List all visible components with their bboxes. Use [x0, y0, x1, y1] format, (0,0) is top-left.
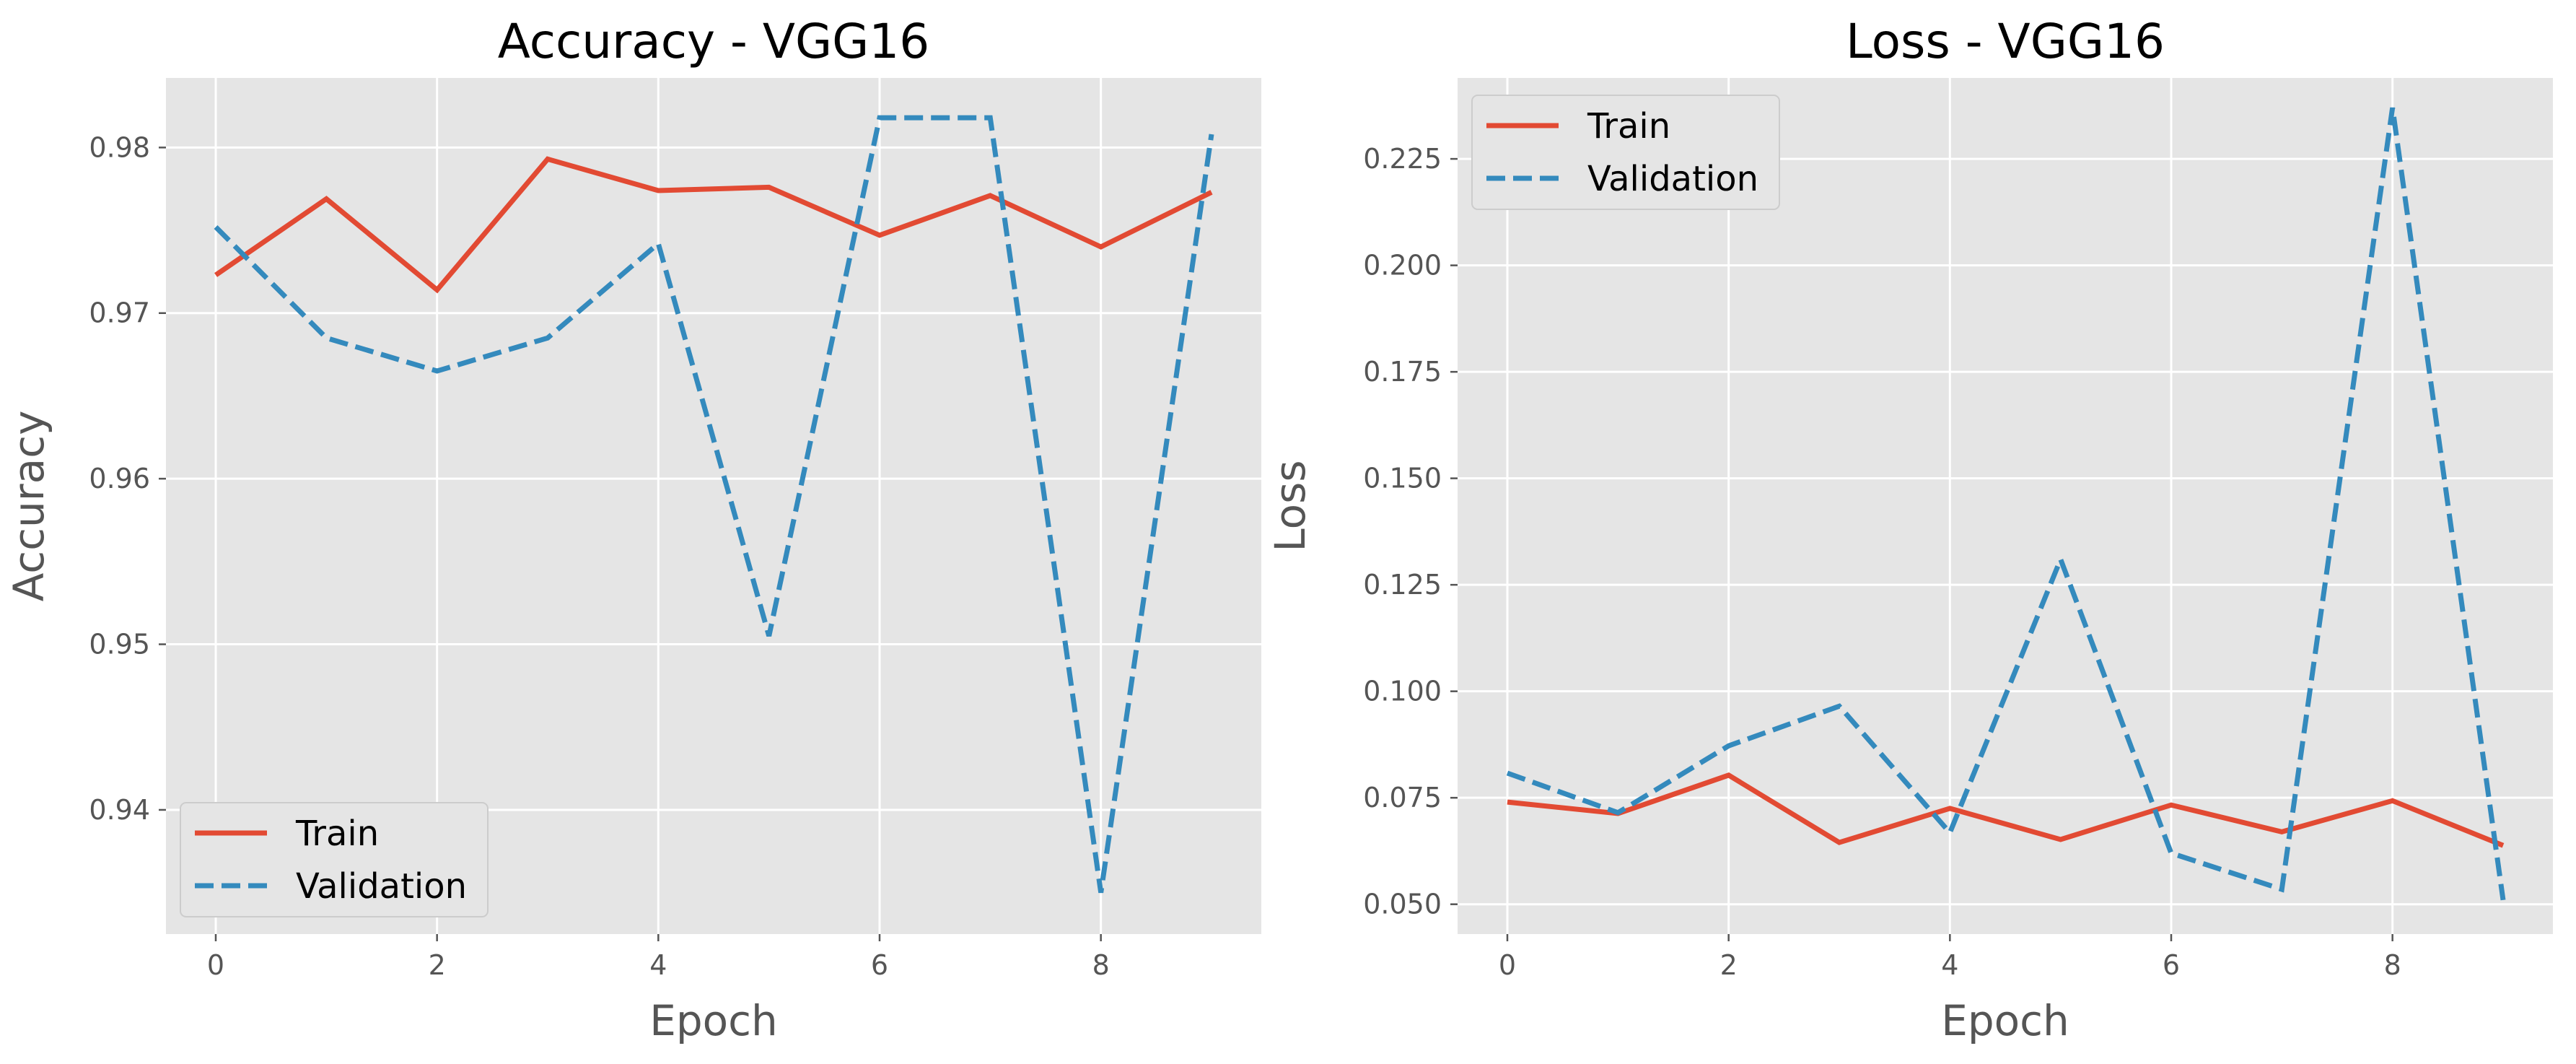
x-tick-labels: 0 2 4 6 8 [1499, 934, 2401, 981]
legend-label-train: Train [1587, 106, 1670, 147]
chart-title: Accuracy - VGG16 [498, 14, 930, 69]
y-tick-label: 0.150 [1363, 463, 1442, 494]
y-tick-label: 0.225 [1363, 143, 1442, 175]
x-tick-label: 0 [1499, 949, 1516, 981]
y-tick-label: 0.100 [1363, 676, 1442, 707]
plot-area [1458, 78, 2553, 934]
legend-label-train: Train [295, 814, 379, 854]
y-tick-label: 0.95 [89, 629, 150, 660]
y-tick-label: 0.125 [1363, 569, 1442, 601]
x-tick-label: 4 [649, 949, 667, 981]
series-line-train [1507, 772, 2505, 848]
legend: Train Validation [180, 802, 489, 917]
loss-chart: 0.050 0.075 0.100 0.125 0.150 0.175 0.200 0.225… [1266, 14, 2553, 1045]
y-tick-labels: 0.050 0.075 0.100 0.125 0.150 0.175 0.200 0.225 [1363, 143, 1458, 920]
legend-label-validation: Validation [296, 866, 467, 907]
chart-title: Loss - VGG16 [1846, 14, 2165, 69]
x-tick-label: 4 [1941, 949, 1958, 981]
x-tick-label: 8 [2384, 949, 2401, 981]
x-tick-label: 0 [207, 949, 224, 981]
x-tick-label: 2 [1720, 949, 1738, 981]
y-tick-label: 0.96 [89, 463, 150, 494]
series-layer [1506, 107, 2506, 901]
y-tick-labels: 0.94 0.95 0.96 0.97 0.98 [89, 131, 166, 826]
grid-lines [1458, 78, 2553, 934]
x-tick-label: 8 [1092, 949, 1110, 981]
y-tick-label: 0.075 [1363, 782, 1442, 814]
x-tick-label: 6 [871, 949, 888, 981]
x-tick-label: 2 [429, 949, 446, 981]
series-line-validation [1506, 107, 2506, 901]
x-axis-label: Epoch [1941, 996, 2069, 1045]
series-line-train [214, 156, 1213, 294]
y-tick-label: 0.98 [89, 131, 150, 163]
y-tick-label: 0.97 [89, 297, 150, 329]
y-axis-label: Loss [1266, 460, 1315, 551]
y-tick-label: 0.200 [1363, 250, 1442, 282]
y-tick-label: 0.050 [1363, 889, 1442, 920]
x-tick-labels: 0 2 4 6 8 [207, 934, 1110, 981]
x-axis-label: Epoch [649, 996, 778, 1045]
y-tick-label: 0.175 [1363, 356, 1442, 388]
x-tick-label: 6 [2163, 949, 2180, 981]
plot-area [166, 78, 1261, 934]
accuracy-chart: 0.94 0.95 0.96 0.97 0.98 0 2 4 6 8 Accuracy - VG… [4, 14, 1261, 1045]
y-axis-label: Accuracy [4, 411, 53, 602]
legend: Train Validation [1471, 95, 1780, 210]
legend-label-validation: Validation [1587, 159, 1758, 199]
series-layer [214, 115, 1214, 894]
series-line-validation [214, 115, 1214, 894]
y-tick-label: 0.94 [89, 794, 150, 826]
